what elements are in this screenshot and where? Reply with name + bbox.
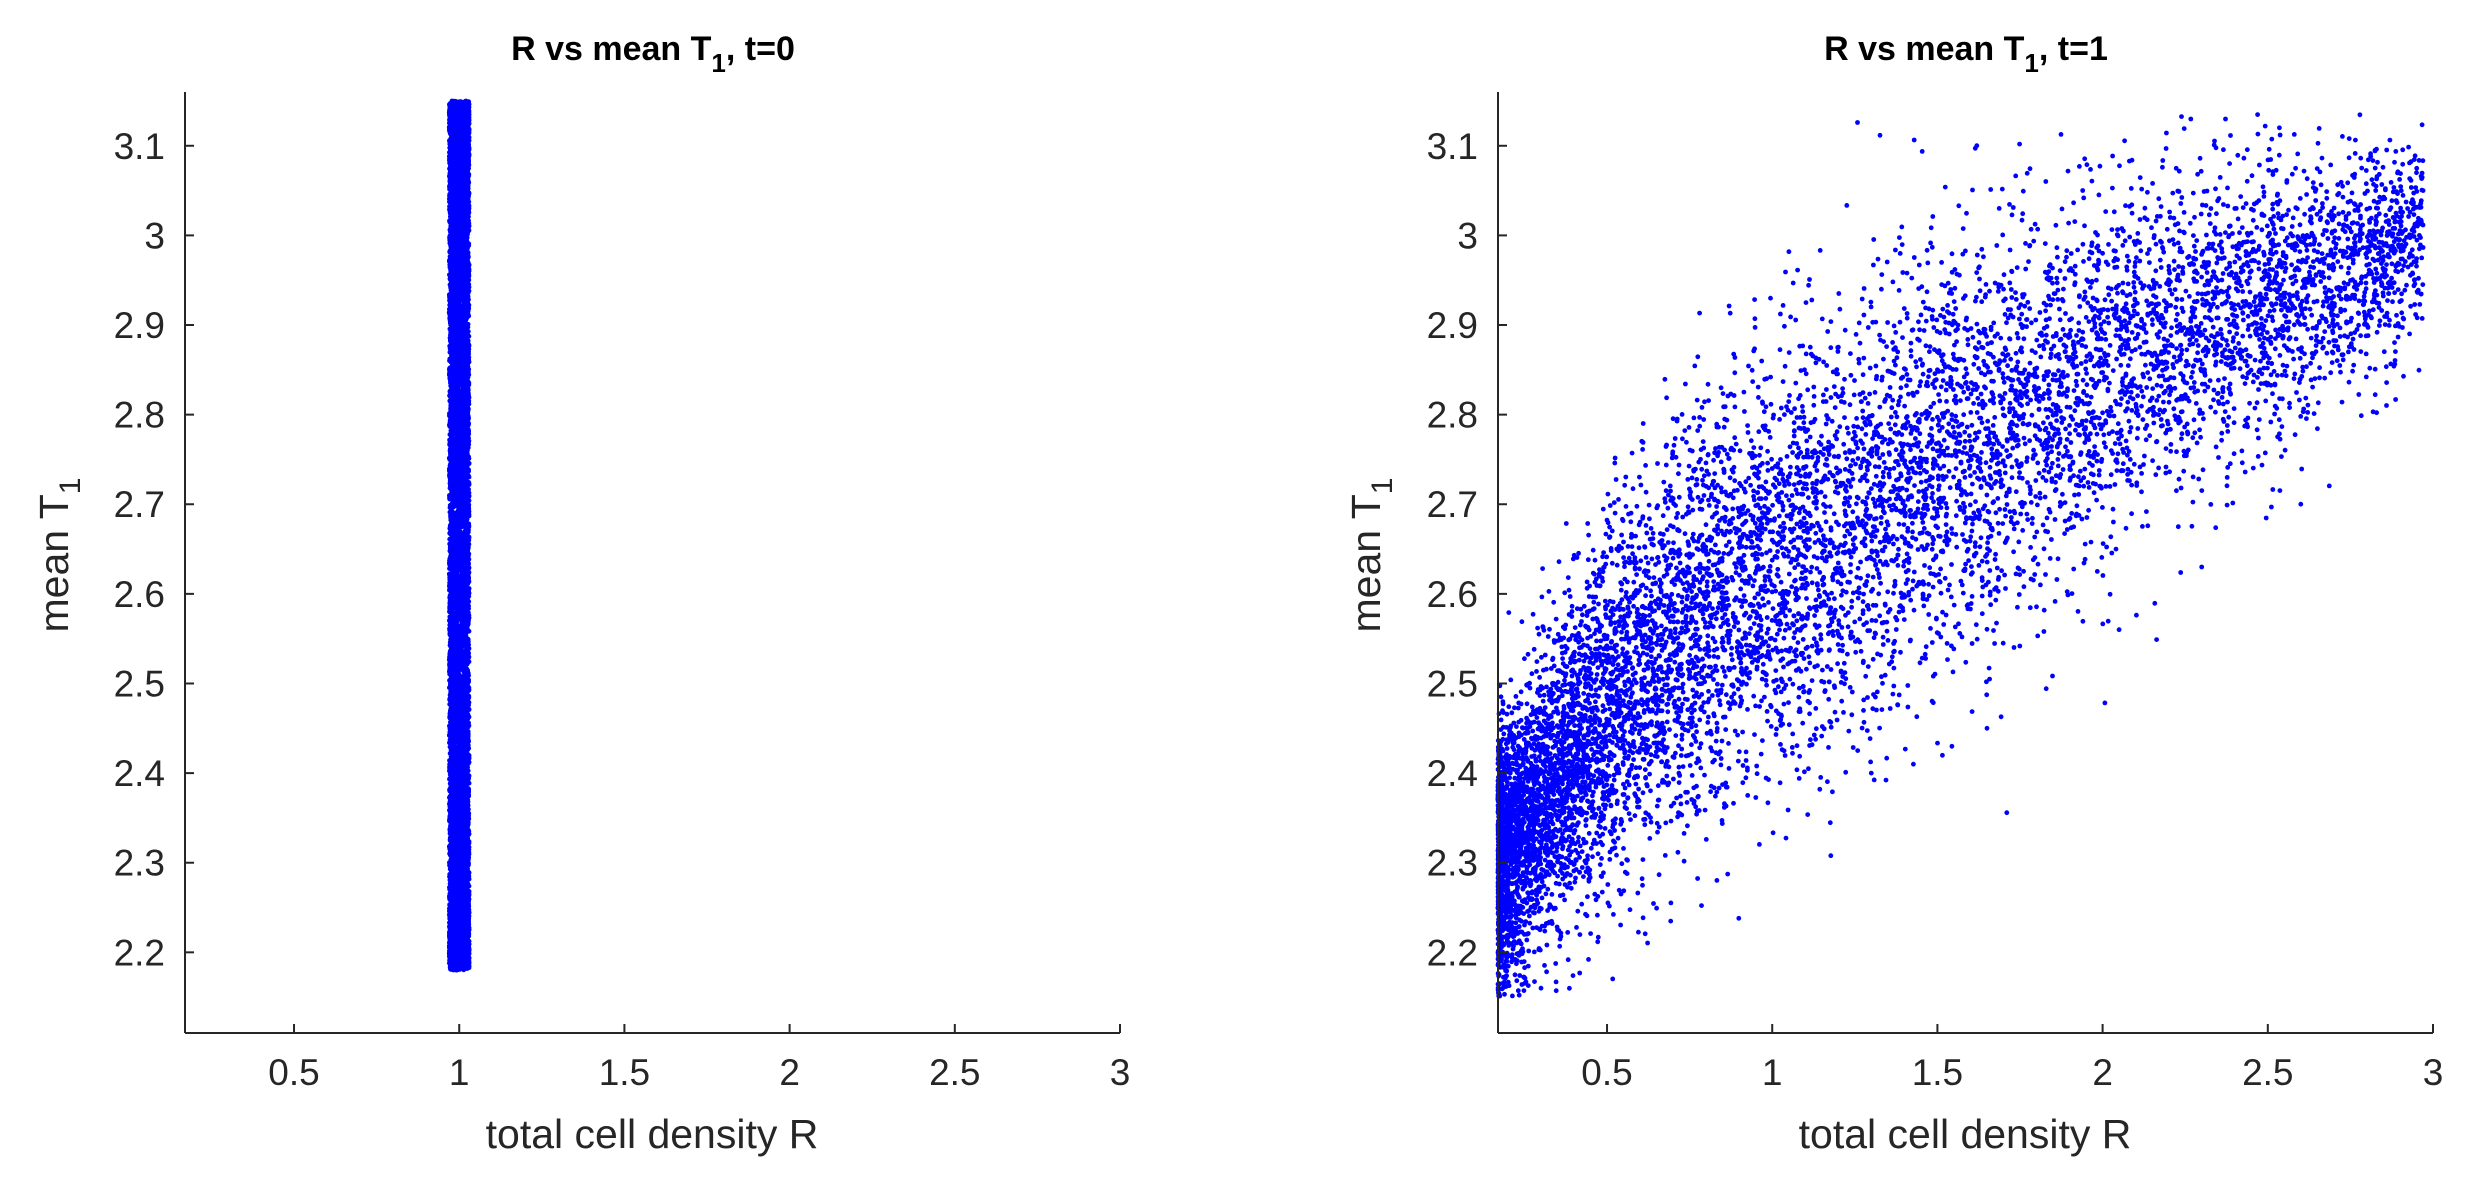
chart-panel-t0: R vs mean T1, t=0 0.5 1 1.5 2 2.5 3 2.22.32.4… [31,30,1130,1157]
chart-title: R vs mean T1, t=0 [511,30,795,78]
scatter-points [446,98,472,973]
